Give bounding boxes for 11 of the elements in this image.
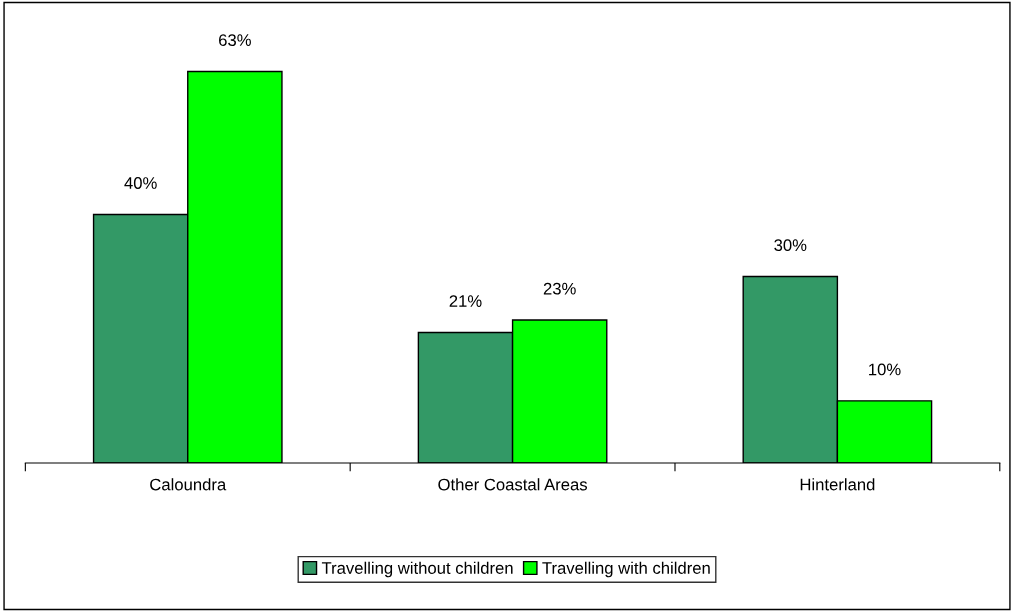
x-tick-label: Other Coastal Areas: [438, 478, 588, 491]
x-tick-label: Caloundra: [150, 478, 227, 491]
legend-label: Travelling without children: [321, 561, 513, 578]
data-label: 40%: [124, 177, 157, 189]
x-tick-label: Hinterland: [800, 478, 875, 491]
data-label: 63%: [219, 34, 251, 46]
data-label: 23%: [543, 282, 576, 295]
data-label: 21%: [449, 295, 482, 307]
legend-label: Travelling with children: [542, 561, 710, 578]
data-label: 10%: [869, 363, 901, 376]
data-label: 30%: [774, 239, 807, 252]
